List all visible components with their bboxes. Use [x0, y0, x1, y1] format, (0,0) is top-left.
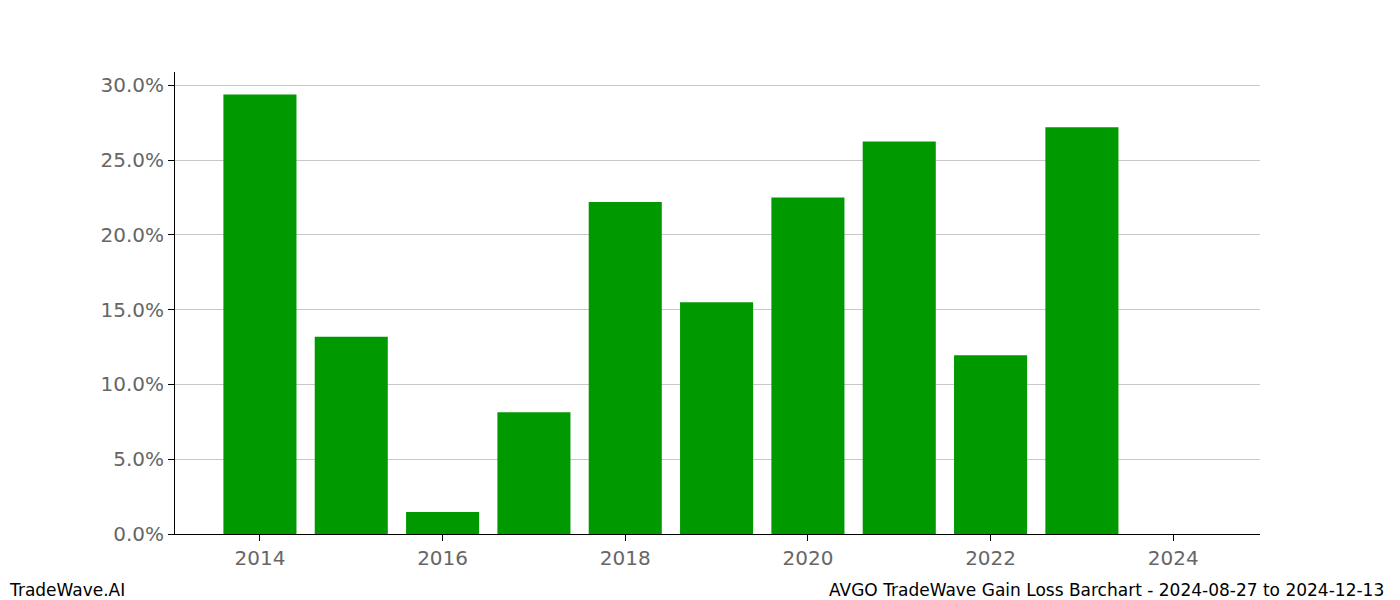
svg-text:2020: 2020 [782, 546, 833, 570]
svg-text:20.0%: 20.0% [100, 223, 164, 247]
svg-text:2022: 2022 [965, 546, 1016, 570]
svg-text:2016: 2016 [417, 546, 468, 570]
svg-text:2018: 2018 [600, 546, 651, 570]
svg-text:0.0%: 0.0% [113, 522, 164, 546]
svg-text:15.0%: 15.0% [100, 298, 164, 322]
svg-text:25.0%: 25.0% [100, 148, 164, 172]
svg-text:5.0%: 5.0% [113, 447, 164, 471]
svg-text:2024: 2024 [1148, 546, 1199, 570]
svg-text:TradeWave.AI: TradeWave.AI [9, 580, 125, 600]
svg-text:10.0%: 10.0% [100, 372, 164, 396]
svg-text:30.0%: 30.0% [100, 73, 164, 97]
svg-text:2014: 2014 [234, 546, 285, 570]
svg-text:AVGO TradeWave Gain Loss Barch: AVGO TradeWave Gain Loss Barchart - 2024… [829, 580, 1384, 600]
